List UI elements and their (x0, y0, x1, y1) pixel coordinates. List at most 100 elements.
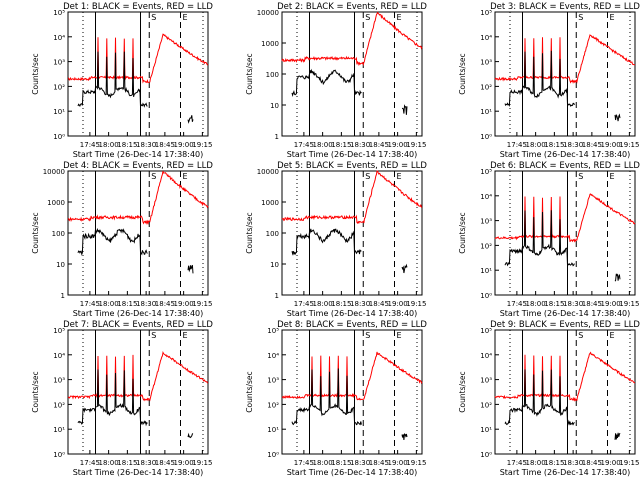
y-tick-label: 10 (270, 102, 279, 110)
y-tick-label: 10⁵ (53, 9, 65, 17)
saa-marker: S (578, 331, 583, 340)
plot-frame (67, 329, 209, 455)
x-axis-label: Start Time (26-Dec-14 17:38:40) (287, 309, 418, 318)
series-lld (281, 11, 423, 67)
y-tick-label: 1 (275, 133, 279, 141)
series-events (291, 68, 362, 97)
series-events (504, 210, 575, 267)
series-events-late (401, 263, 408, 274)
series-events-late (614, 113, 621, 122)
x-tick-label: 17:45 (507, 459, 527, 467)
y-tick-label: 1000 (47, 199, 65, 207)
y-axis-label: Counts/sec (458, 371, 467, 412)
x-tick-label: 18:30 (350, 300, 370, 308)
series-events-late (187, 115, 194, 124)
y-tick-label: 10 (56, 261, 65, 269)
series-events (291, 228, 362, 256)
y-tick-label: 10⁵ (53, 327, 65, 335)
x-tick-label: 18:30 (136, 300, 156, 308)
y-tick-label: 10² (480, 83, 492, 91)
panel-title: Det 3: BLACK = Events, RED = LLD (490, 2, 640, 12)
y-tick-label: 10⁴ (53, 34, 65, 42)
x-tick-label: 19:15 (406, 141, 426, 149)
x-tick-label: 18:00 (99, 459, 119, 467)
panel-det-6: Det 6: BLACK = Events, RED = LLD 10⁰ 10¹ 10… (458, 161, 640, 318)
x-tick-label: 18:15 (544, 141, 564, 149)
y-axis-label: Counts/sec (245, 53, 254, 94)
saa-marker: S (365, 172, 370, 181)
x-tick-label: 18:45 (155, 459, 175, 467)
x-tick-label: 17:45 (507, 300, 527, 308)
panel-det-3: Det 3: BLACK = Events, RED = LLD 10⁰ 10¹ 10… (458, 2, 640, 159)
panel-det-8: Det 8: BLACK = Events, RED = LLD 10⁰ 10¹ 10… (245, 320, 427, 477)
x-tick-label: 18:15 (117, 141, 137, 149)
eclipse-marker: E (610, 172, 615, 181)
series-events (504, 369, 575, 426)
x-tick-label: 18:15 (331, 459, 351, 467)
x-tick-label: 19:00 (601, 141, 621, 149)
y-tick-label: 10³ (480, 377, 492, 385)
series-events-late (187, 432, 194, 439)
y-tick-label: 100 (266, 71, 279, 79)
x-tick-label: 18:30 (563, 300, 583, 308)
x-axis-label: Start Time (26-Dec-14 17:38:40) (73, 468, 204, 477)
panel-title: Det 1: BLACK = Events, RED = LLD (63, 2, 213, 12)
y-tick-label: 1000 (261, 199, 279, 207)
eclipse-marker: E (397, 331, 402, 340)
y-axis-label: Counts/sec (245, 212, 254, 253)
y-tick-label: 10⁵ (480, 327, 492, 335)
x-tick-label: 18:15 (117, 300, 137, 308)
x-tick-label: 19:00 (388, 459, 408, 467)
x-tick-label: 18:15 (117, 459, 137, 467)
x-tick-label: 18:00 (526, 141, 546, 149)
series-events (291, 368, 362, 426)
saa-marker: S (578, 13, 583, 22)
y-tick-label: 10² (267, 401, 279, 409)
y-tick-label: 10⁰ (53, 133, 65, 141)
series-lld (494, 34, 636, 84)
y-axis-label: Counts/sec (31, 53, 40, 94)
panel-title: Det 8: BLACK = Events, RED = LLD (277, 320, 427, 330)
x-tick-label: 19:15 (619, 141, 639, 149)
series-lld (494, 351, 635, 402)
x-axis-label: Start Time (26-Dec-14 17:38:40) (287, 468, 418, 477)
y-tick-label: 10⁰ (480, 133, 492, 141)
x-tick-label: 17:45 (80, 141, 100, 149)
y-axis-label: Counts/sec (31, 371, 40, 412)
y-tick-label: 10000 (257, 168, 279, 176)
series-lld (67, 351, 209, 402)
saa-marker: S (151, 172, 156, 181)
panel-det-4: Det 4: BLACK = Events, RED = LLD 1 10 100 10… (31, 161, 213, 318)
y-tick-label: 10³ (267, 377, 279, 385)
x-tick-label: 19:00 (388, 300, 408, 308)
y-tick-label: 10⁰ (53, 451, 65, 459)
y-tick-label: 100 (52, 230, 65, 238)
x-tick-label: 18:15 (331, 141, 351, 149)
x-axis-label: Start Time (26-Dec-14 17:38:40) (500, 150, 631, 159)
saa-marker: S (365, 13, 370, 22)
x-tick-label: 18:45 (369, 459, 389, 467)
y-tick-label: 10⁵ (480, 168, 492, 176)
eclipse-marker: E (183, 331, 188, 340)
y-tick-label: 10⁰ (480, 292, 492, 300)
panel-det-2: Det 2: BLACK = Events, RED = LLD 1 10 100 10… (245, 2, 427, 159)
x-tick-label: 18:00 (313, 459, 333, 467)
y-axis-label: Counts/sec (458, 212, 467, 253)
y-tick-label: 10¹ (480, 267, 492, 275)
series-events-late (614, 432, 621, 440)
x-axis-label: Start Time (26-Dec-14 17:38:40) (287, 150, 418, 159)
y-tick-label: 10⁵ (480, 9, 492, 17)
x-tick-label: 18:45 (155, 141, 175, 149)
panel-det-5: Det 5: BLACK = Events, RED = LLD 1 10 100 10… (245, 161, 427, 318)
x-tick-label: 18:45 (582, 459, 602, 467)
series-lld (281, 351, 423, 401)
x-axis-label: Start Time (26-Dec-14 17:38:40) (500, 309, 631, 318)
y-tick-label: 100 (266, 230, 279, 238)
panel-det-7: Det 7: BLACK = Events, RED = LLD 10⁰ 10¹ 10… (31, 320, 213, 477)
x-tick-label: 18:30 (136, 459, 156, 467)
x-tick-label: 18:00 (313, 300, 333, 308)
saa-marker: S (151, 13, 156, 22)
series-lld (67, 170, 209, 226)
x-tick-label: 18:15 (544, 300, 564, 308)
